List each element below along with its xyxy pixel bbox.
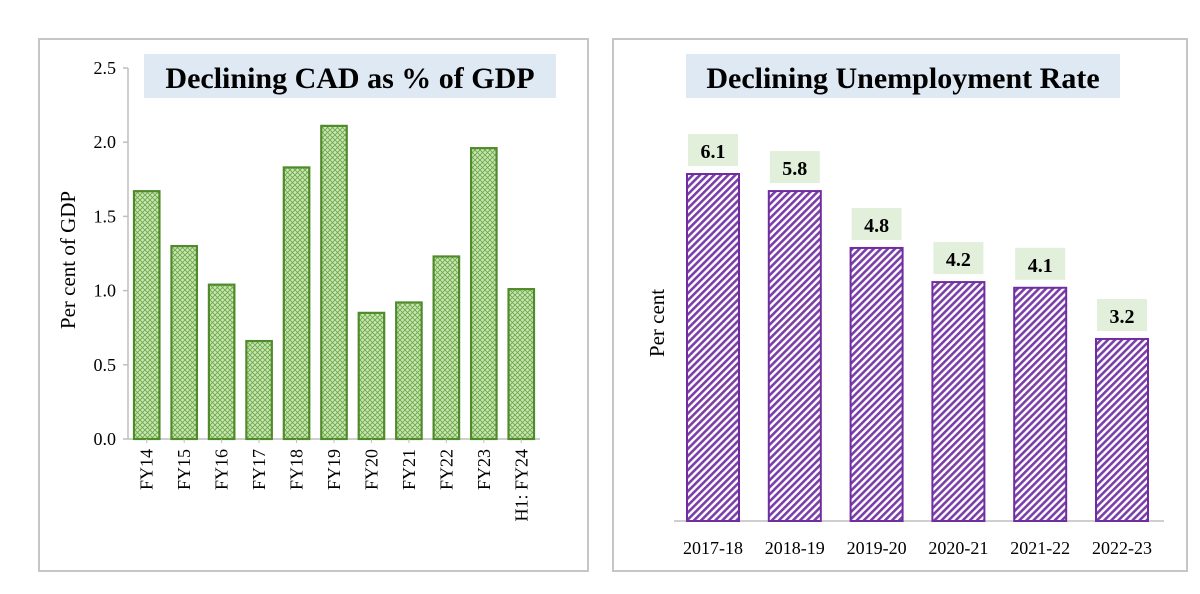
- cad-bar: [469, 147, 498, 441]
- cad-bar: [357, 311, 386, 441]
- cad-x-tick-label: FY17: [249, 449, 269, 490]
- unemployment-data-label-background: [933, 242, 984, 275]
- cad-x-tick-label: FY15: [174, 449, 194, 490]
- cad-y-tick-label: 1.5: [94, 206, 117, 226]
- cad-y-tick-label: 2.5: [94, 58, 117, 78]
- unemployment-bar: [767, 190, 822, 522]
- unemployment-title-background: [686, 54, 1120, 98]
- cad-y-tick-label: 1.0: [94, 281, 117, 301]
- unemployment-data-label: 3.2: [1110, 306, 1135, 328]
- unemployment-data-label-background: [1015, 247, 1066, 280]
- unemployment-data-label: 6.1: [701, 141, 726, 163]
- unemployment-x-tick-label: 2018-19: [765, 538, 825, 558]
- cad-chart-panel: Declining CAD as % of GDP Per cent of GD…: [38, 38, 589, 572]
- unemployment-chart-panel: Declining Unemployment Rate Per cent 6.1…: [612, 38, 1188, 572]
- cad-bar: [245, 339, 273, 441]
- cad-x-tick-label: FY23: [474, 449, 494, 490]
- unemployment-data-label: 4.1: [1028, 255, 1053, 277]
- cad-bar: [395, 301, 423, 441]
- cad-bar: [507, 288, 536, 441]
- unemployment-bar: [849, 246, 904, 523]
- unemployment-data-label-background: [851, 207, 902, 240]
- cad-x-tick-label: FY14: [137, 449, 157, 490]
- cad-bar: [207, 283, 236, 441]
- cad-x-tick-label: FY21: [399, 449, 419, 490]
- cad-y-axis-label: Per cent of GDP: [56, 191, 80, 329]
- cad-chart-title: Declining CAD as % of GDP: [165, 62, 534, 95]
- cad-x-tick-label: H1: FY24: [511, 449, 531, 522]
- cad-x-tick-label: FY16: [212, 449, 232, 490]
- cad-bar: [132, 190, 161, 441]
- cad-x-tick-label: FY18: [287, 449, 307, 490]
- unemployment-bar: [686, 173, 740, 522]
- unemployment-x-tick-label: 2021-22: [1010, 538, 1070, 558]
- unemployment-x-tick-label: 2020-21: [928, 538, 988, 558]
- unemployment-x-tick-label: 2017-18: [683, 538, 743, 558]
- unemployment-bar: [1095, 337, 1149, 523]
- unemployment-data-label: 4.2: [946, 249, 971, 271]
- unemployment-data-label-background: [688, 134, 738, 166]
- unemployment-chart: Declining Unemployment Rate Per cent 6.1…: [645, 54, 1164, 558]
- cad-bar: [170, 244, 199, 441]
- cad-x-tick-label: FY19: [324, 449, 344, 490]
- cad-y-tick-label: 2.0: [94, 132, 117, 152]
- cad-bar: [432, 255, 461, 441]
- unemployment-data-label: 5.8: [782, 158, 807, 180]
- cad-title-background: [144, 54, 556, 98]
- unemployment-bar: [931, 281, 986, 522]
- unemployment-data-label-background: [769, 151, 820, 184]
- unemployment-data-label: 4.8: [864, 215, 889, 237]
- cad-x-tick-label: FY22: [436, 449, 456, 490]
- cad-y-tick-label: 0.5: [94, 355, 117, 375]
- unemployment-bar: [1013, 286, 1068, 522]
- unemployment-chart-title: Declining Unemployment Rate: [706, 62, 1099, 95]
- unemployment-x-tick-label: 2022-23: [1092, 538, 1152, 558]
- unemployment-x-tick-label: 2019-20: [847, 538, 907, 558]
- cad-bar: [320, 124, 348, 441]
- unemployment-y-axis-label: Per cent: [645, 289, 669, 357]
- unemployment-data-label-background: [1097, 298, 1147, 331]
- cad-x-tick-label: FY20: [361, 449, 381, 490]
- cad-chart: Declining CAD as % of GDP Per cent of GD…: [56, 54, 556, 522]
- cad-y-tick-label: 0.0: [94, 429, 117, 449]
- cad-bar: [282, 166, 311, 441]
